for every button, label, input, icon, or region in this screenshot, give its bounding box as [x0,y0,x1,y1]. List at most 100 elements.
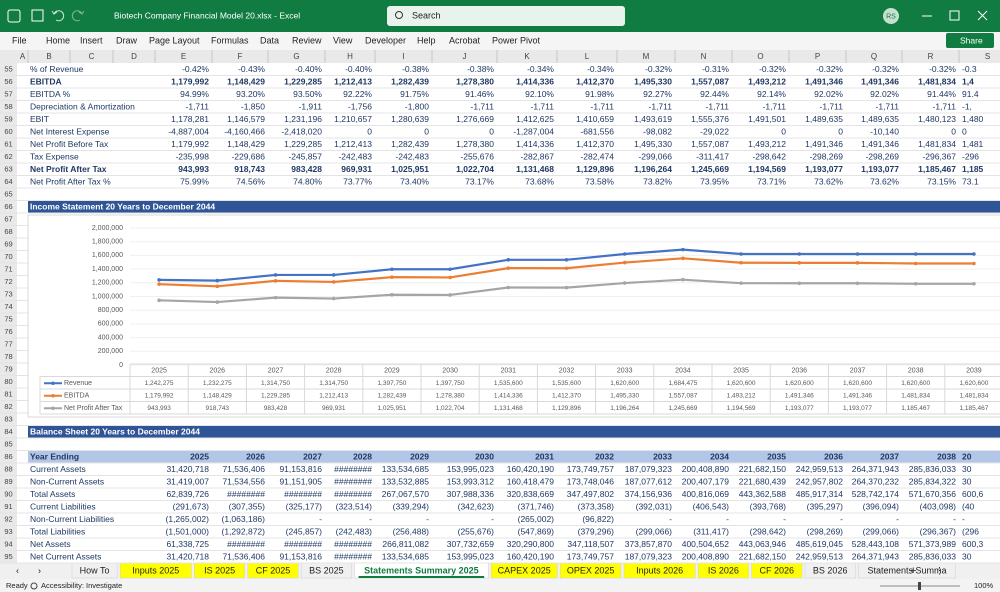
column-header[interactable]: H [347,52,353,61]
undo-icon[interactable] [51,10,65,22]
row-number[interactable]: 73 [4,290,12,299]
column-header[interactable]: B [46,52,51,61]
menu-item[interactable]: Review [292,35,322,45]
sheet-tab-label[interactable]: Inputs 2025 [132,565,179,575]
row-number[interactable]: 74 [4,302,12,311]
column-header[interactable]: K [524,52,530,61]
row-number[interactable]: 88 [4,465,12,474]
menu-item[interactable]: Formulas [211,35,249,45]
sheet-tab-label[interactable]: Inputs 2026 [636,565,683,575]
menu-item[interactable]: Power Pivot [492,35,541,45]
row-number[interactable]: 70 [4,252,12,261]
row-number[interactable]: 94 [4,540,12,549]
menu-item[interactable]: View [333,35,353,45]
row-number[interactable]: 81 [4,390,12,399]
row-number[interactable]: 85 [4,440,12,449]
row-number[interactable]: 67 [4,215,12,224]
redo-icon[interactable] [71,10,85,22]
column-header[interactable]: S [985,52,990,61]
row-number[interactable]: 56 [4,77,12,86]
row-number[interactable]: 62 [4,152,12,161]
row-number[interactable]: 91 [4,502,12,511]
menu-item[interactable]: File [12,35,27,45]
row-number[interactable]: 79 [4,365,12,374]
column-header[interactable]: C [89,52,95,61]
row-number[interactable]: 92 [4,515,12,524]
menu-item[interactable]: Help [417,35,436,45]
row-number[interactable]: 82 [4,402,12,411]
sheet-tab-label[interactable]: OPEX 2025 [567,565,615,575]
row-number[interactable]: 69 [4,240,12,249]
row-number[interactable]: 63 [4,165,12,174]
column-header[interactable]: P [815,52,820,61]
sheet-tab-label[interactable]: CF 2026 [760,565,795,575]
column-header[interactable]: N [701,52,707,61]
row-number[interactable]: 84 [4,427,12,436]
share-button[interactable] [946,33,994,48]
row-number[interactable]: 57 [4,90,12,99]
row-number[interactable]: 83 [4,415,12,424]
column-header[interactable]: Q [871,52,877,61]
row-number[interactable]: 75 [4,315,12,324]
menu-item[interactable]: Draw [116,35,138,45]
column-header[interactable]: A [20,52,26,61]
row-number[interactable]: 77 [4,340,12,349]
tab-scroll-right[interactable]: › [38,565,41,575]
column-header[interactable]: M [643,52,650,61]
column-header[interactable]: G [293,52,299,61]
sheet-options[interactable]: ⋮ [935,565,944,575]
row-number[interactable]: 86 [4,452,12,461]
row-number[interactable]: 93 [4,527,12,536]
row-number[interactable]: 59 [4,115,12,124]
user-avatar[interactable] [883,8,899,24]
row-number[interactable]: 71 [4,265,12,274]
add-sheet-button[interactable]: + [910,565,916,577]
row-number[interactable]: 68 [4,227,12,236]
menu-item[interactable]: Acrobat [449,35,481,45]
search-placeholder[interactable]: Search [412,10,441,20]
row-number[interactable]: 60 [4,127,12,136]
close-button[interactable] [977,10,988,21]
menu-item[interactable]: Data [260,35,279,45]
row-number[interactable]: 55 [4,65,12,74]
search-box[interactable] [387,6,625,26]
column-header[interactable]: E [181,52,186,61]
row-number[interactable]: 78 [4,352,12,361]
zoom-level[interactable]: 100% [974,581,994,590]
zoom-thumb[interactable] [918,582,921,590]
sheet-tab-label[interactable]: Statements Summa [867,565,946,575]
column-header[interactable]: L [585,52,590,61]
menu-item[interactable]: Developer [365,35,406,45]
row-number[interactable]: 76 [4,327,12,336]
row-number[interactable]: 90 [4,490,12,499]
save-icon[interactable] [31,9,44,22]
menu-item[interactable]: Insert [80,35,103,45]
row-number[interactable]: 61 [4,140,12,149]
restore-button[interactable] [949,10,960,21]
menu-item[interactable]: Home [46,35,70,45]
row-number[interactable]: 58 [4,102,12,111]
column-header[interactable]: F [238,52,243,61]
column-header[interactable]: R [928,52,934,61]
sheet-tab-label[interactable]: Statements Summary 2025 [364,565,479,575]
row-number[interactable]: 65 [4,190,12,199]
sheet-tab-label[interactable]: How To [80,565,110,575]
sheet-tab-label[interactable]: IS 2025 [204,565,235,575]
sheet-tab-label[interactable]: BS 2025 [309,565,344,575]
accessibility-status[interactable]: Accessibility: Investigate [41,581,122,590]
row-number[interactable]: 89 [4,477,12,486]
user-initials[interactable]: RS [886,13,896,20]
column-header[interactable]: I [402,52,404,61]
row-number[interactable]: 64 [4,177,12,186]
share-label[interactable]: Share [960,35,983,45]
row-number[interactable]: 95 [4,552,12,561]
row-number[interactable]: 72 [4,277,12,286]
sheet-tab-label[interactable]: IS 2026 [708,565,739,575]
row-number[interactable]: 66 [4,202,12,211]
tab-scroll-left[interactable]: ‹ [16,565,19,575]
sheet-tab-label[interactable]: CF 2025 [256,565,291,575]
sheet-tab-label[interactable]: CAPEX 2025 [498,565,551,575]
column-header[interactable]: D [131,52,137,61]
menu-item[interactable]: Page Layout [149,35,200,45]
row-number[interactable]: 80 [4,377,12,386]
